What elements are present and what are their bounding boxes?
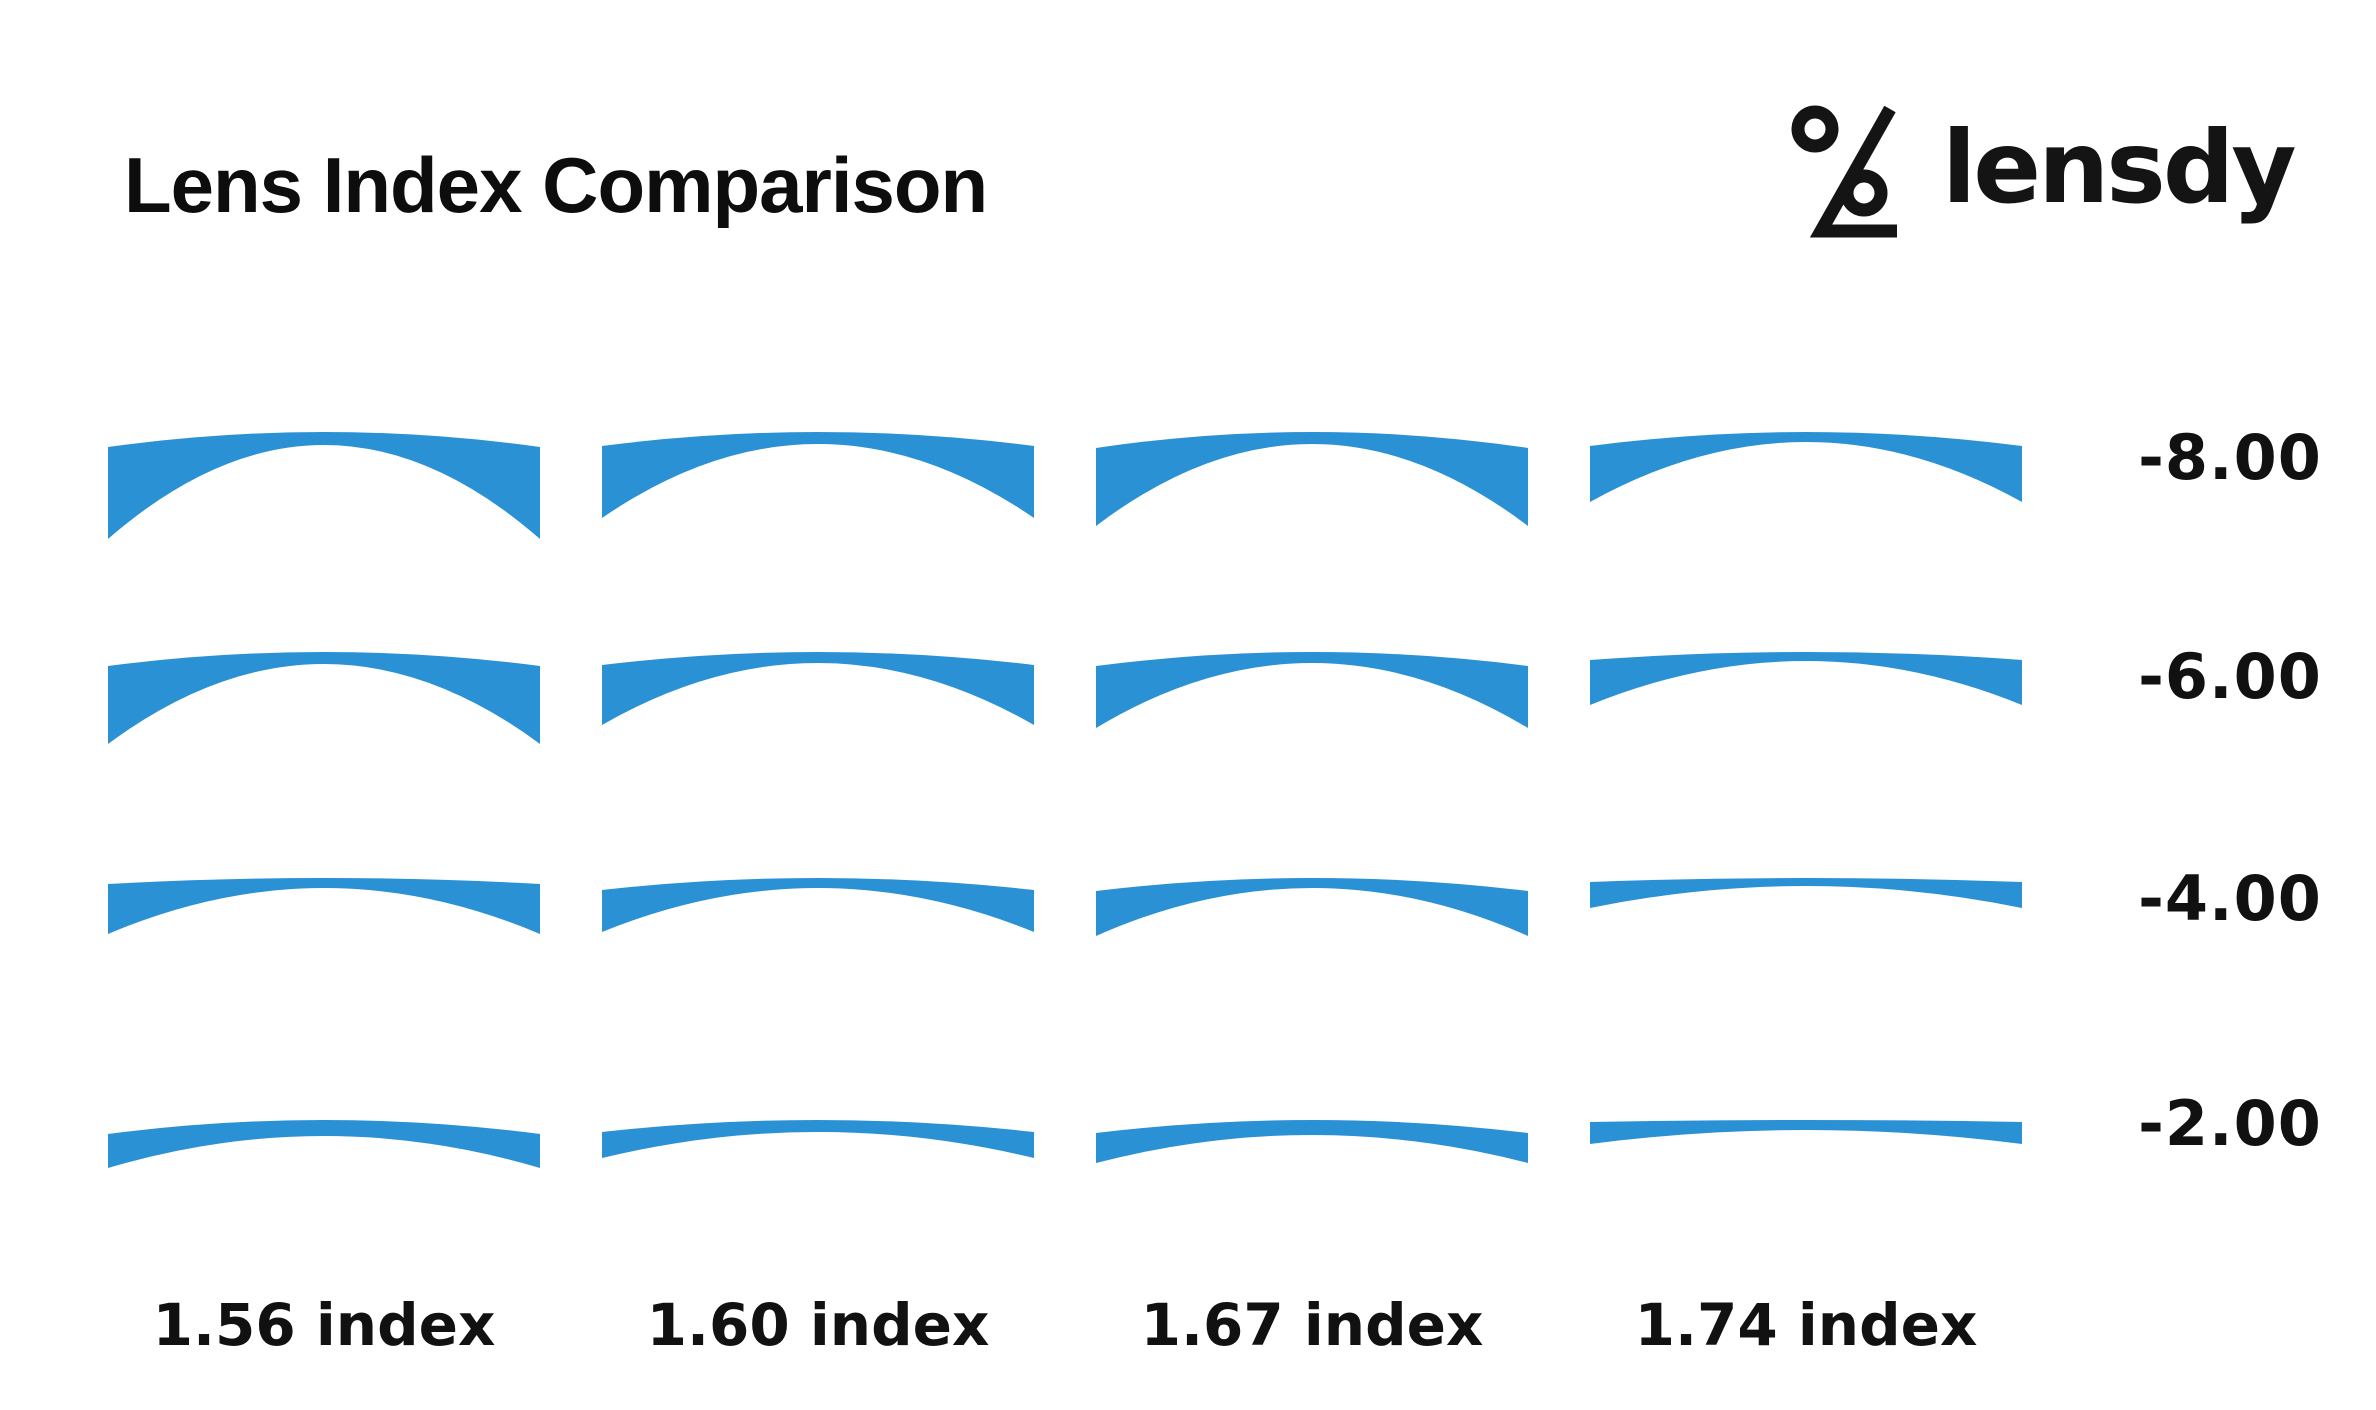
brand-wordmark: lensdy: [1942, 109, 2297, 226]
col-label-index: 1.67 index: [1140, 1291, 1484, 1359]
lens-shape-index-1.60-power--2.00: [602, 1120, 1034, 1158]
lens-shape-index-1.74-power--4.00: [1590, 878, 2022, 908]
col-label-index: 1.60 index: [646, 1291, 990, 1359]
row-label-power: -8.00: [2138, 421, 2322, 494]
lens-shape-index-1.74-power--2.00: [1590, 1120, 2022, 1144]
percent-lens-logo-icon: [1791, 105, 1897, 238]
lens-shape-index-1.67-power--8.00: [1096, 432, 1528, 526]
lens-shape-index-1.67-power--4.00: [1096, 878, 1528, 936]
lens-shape-index-1.67-power--2.00: [1096, 1120, 1528, 1163]
lens-shape-index-1.56-power--8.00: [108, 432, 540, 539]
lens-shape-index-1.56-power--2.00: [108, 1120, 540, 1168]
lens-shape-index-1.74-power--8.00: [1590, 432, 2022, 502]
lens-shape-index-1.60-power--6.00: [602, 652, 1034, 725]
lens-shape-index-1.56-power--6.00: [108, 652, 540, 744]
row-label-power: -4.00: [2138, 862, 2322, 935]
col-label-index: 1.74 index: [1634, 1291, 1978, 1359]
lens-shape-index-1.56-power--4.00: [108, 878, 540, 934]
brand-logo: lensdy: [1790, 100, 2297, 250]
lens-shape-index-1.60-power--4.00: [602, 878, 1034, 932]
lens-shape-index-1.67-power--6.00: [1096, 652, 1528, 728]
page-title: Lens Index Comparison: [124, 141, 988, 229]
row-label-power: -2.00: [2138, 1087, 2322, 1160]
lens-shape-index-1.60-power--8.00: [602, 432, 1034, 518]
col-label-index: 1.56 index: [152, 1291, 496, 1359]
lens-shape-index-1.74-power--6.00: [1590, 652, 2022, 705]
row-label-power: -6.00: [2138, 640, 2322, 713]
